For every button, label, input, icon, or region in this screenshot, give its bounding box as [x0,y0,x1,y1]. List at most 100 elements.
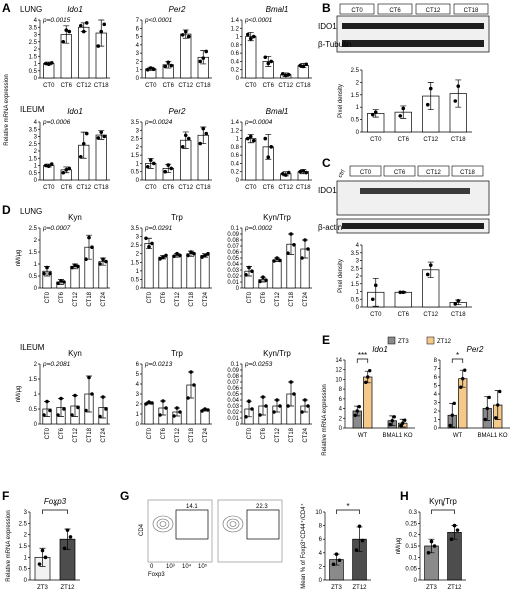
data-point [198,59,203,64]
data-point [283,173,288,177]
data-point [292,243,296,247]
p-value: p<0.0001 [244,17,273,24]
data-point [487,395,491,400]
y-tick-label: 0.09 [227,368,239,374]
significance-bracket [451,358,464,363]
data-point [180,145,185,149]
bar [363,376,373,429]
p-value: p=0.0006 [42,119,71,126]
x-tick-label: CT12 [73,291,79,306]
y-tick-label: 3.5 [351,251,360,257]
lane-label: CT0 [360,170,372,176]
data-point [161,255,165,259]
y-tick-label: 0.15 [405,544,417,550]
y-tick-label: 5 [136,372,140,378]
y-tick-label: 6 [339,397,343,403]
data-point [59,279,63,283]
chart-title: Foxp3 [44,497,67,506]
lane-box [453,3,489,15]
y-tick-label: 4 [319,551,323,557]
y-tick-label: 2 [136,59,140,65]
y-tick-label: 1.5 [29,54,38,60]
data-point [67,29,72,34]
data-point [357,524,362,529]
x-tick-label: CT12 [175,427,181,442]
legend-swatch-zt3 [387,336,396,345]
data-point [245,32,250,37]
y-tick-label: 0.5 [29,407,38,413]
data-point [144,236,148,241]
data-point [390,419,394,423]
data-point [62,546,67,551]
data-point [429,539,434,544]
data-point [485,406,489,411]
bar [78,26,90,79]
x-tick-label: CT18 [94,83,109,89]
y-tick-label: 0 [34,76,38,82]
data-point [145,67,150,72]
y-axis-label: Relative mRNA expression [6,510,12,581]
data-point [186,253,190,258]
x-tick-label: CT6 [161,291,167,303]
legend-swatch-zt12 [426,336,435,345]
data-point [151,67,156,72]
panel-label-h: H [400,489,409,503]
data-point [498,389,502,394]
x-tick-label: CT6 [59,291,65,303]
data-point [56,413,60,417]
panel-a-ileum-label: ILEUM [20,105,45,114]
data-point [289,232,293,236]
data-point [201,56,206,60]
bar [172,255,182,289]
x-tick-label: CT0 [147,291,153,303]
chart-title: Ido1 [372,345,388,354]
data-point [456,84,461,88]
x-tick-label: CT6 [263,83,275,89]
x-tick-label: CT6 [161,427,167,439]
x-tick-label: WT [453,433,463,439]
data-point [272,410,276,414]
lane-label: CT6 [394,170,406,176]
tubulin-band [342,40,484,47]
data-point [84,257,88,262]
x-tick-label: CT6 [163,83,175,89]
y-tick-label: 0 [136,178,140,184]
x-tick-label: ZT3 [331,585,342,591]
panel-label-d: D [2,203,11,217]
x-tick-label: CT6 [398,137,410,143]
x-tick-label: CT12 [76,83,91,89]
gate-zt3 [175,509,209,540]
p-value: p=0.0004 [244,119,273,126]
data-point [87,375,91,380]
y-tick-label: 0.4 [231,161,240,167]
x-tick-label: CT12 [423,312,438,318]
data-point [463,368,467,372]
data-point [428,263,433,267]
x-tick-label: CT18 [289,427,295,442]
y-tick-label: 0.01 [227,416,239,422]
bar [272,259,282,289]
x-tick-label: CT0 [247,291,253,303]
y-tick-label: 3.5 [131,120,140,126]
actin-band [342,223,484,229]
y-axis-label: nM/μg [16,386,22,403]
data-point [289,380,293,384]
x-tick-label: CT24 [101,427,107,442]
data-point [198,141,203,146]
x-tick-label: CT0 [147,427,153,439]
data-point [401,106,406,111]
y-tick-label: 0.5 [19,567,28,573]
data-point [78,24,83,28]
data-point [45,265,49,270]
x-tick-label: ZT3 [37,585,48,591]
x-tick-label: CT6 [59,427,65,439]
data-point [247,265,251,270]
data-point [40,548,45,553]
lane-box [377,3,413,15]
y-tick-label: 0 [414,578,418,584]
chart-A-lung-per2: 0 1 2 3 4 5 6 7 Per2 p<0.0001 CT0 CT6 CT12 CT18 [136,5,212,89]
y-tick-label: 0.01 [227,280,239,286]
x-tick-label: BMAL1 KO [477,433,507,439]
y-tick-label: 4 [339,407,343,413]
x-tick-label: CT6 [263,185,275,191]
